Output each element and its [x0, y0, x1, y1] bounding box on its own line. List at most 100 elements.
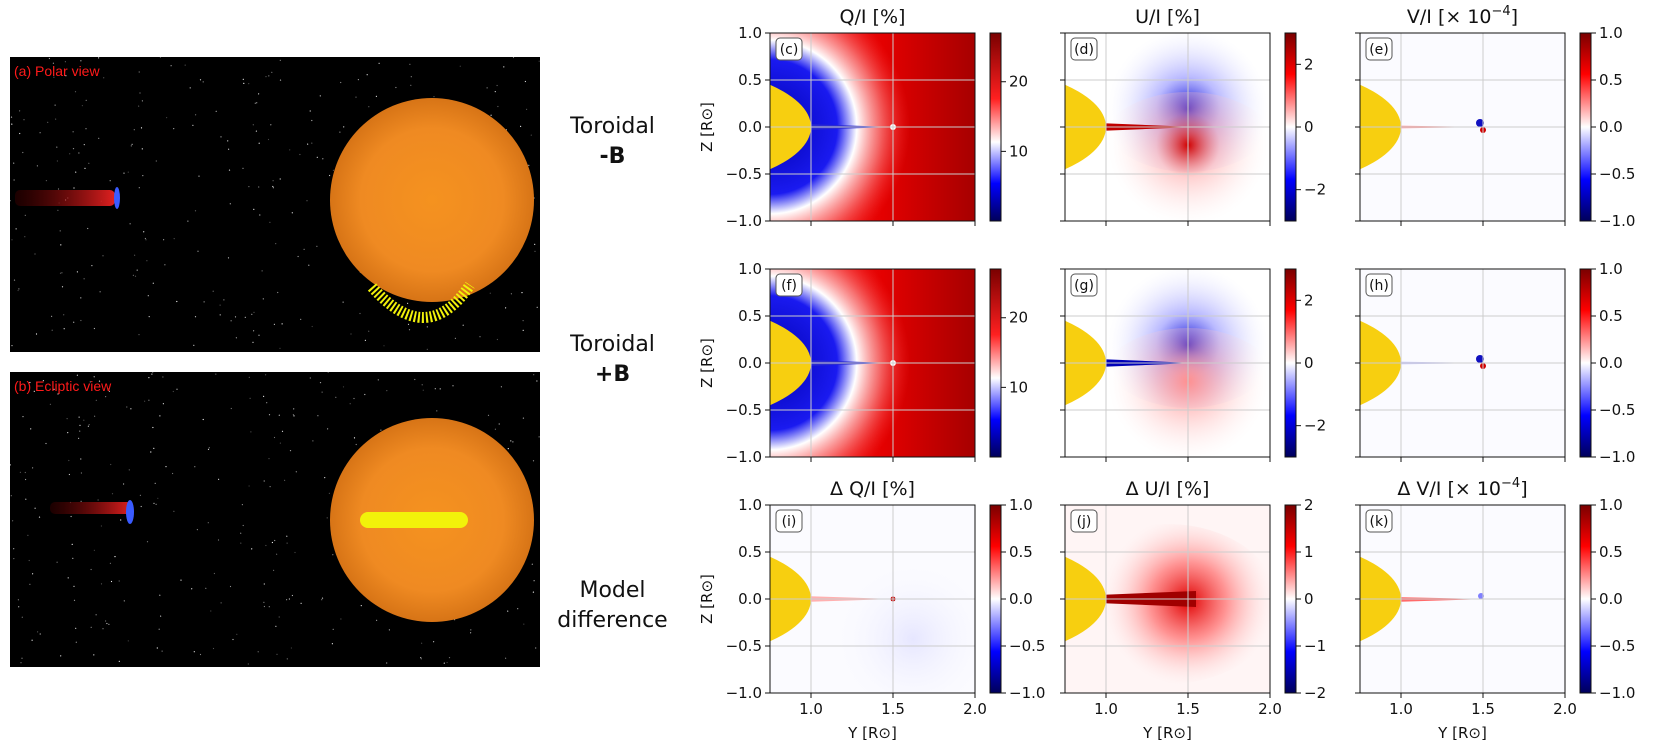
star: [72, 557, 74, 559]
star: [291, 594, 293, 597]
y-tick-label: −1.0: [726, 448, 762, 466]
star: [321, 599, 323, 601]
colorbar: −2 0 2: [1284, 32, 1326, 222]
star: [90, 568, 92, 571]
star: [241, 504, 243, 506]
star: [263, 480, 265, 482]
star: [517, 608, 519, 610]
star: [278, 414, 280, 416]
colorbar: −1.0 −0.5 0.0 0.5 1.0: [1579, 496, 1635, 702]
star: [526, 108, 528, 110]
star: [512, 57, 515, 59]
star: [275, 625, 277, 627]
star: [68, 459, 70, 462]
star: [176, 300, 178, 303]
star: [94, 415, 96, 417]
star: [446, 661, 448, 664]
star: [195, 114, 197, 116]
star: [530, 134, 532, 136]
ecliptic-view-caption: (b) Ecliptic view: [14, 378, 112, 394]
panel-letter-text: (j): [1077, 514, 1092, 530]
star: [512, 441, 514, 443]
x-tick-label: 1.0: [799, 700, 823, 718]
star: [29, 583, 31, 585]
star: [219, 314, 221, 316]
star: [503, 66, 505, 68]
star: [286, 599, 288, 601]
star: [359, 312, 361, 315]
star: [110, 580, 113, 583]
star: [378, 62, 380, 64]
star: [95, 399, 97, 401]
star: [243, 82, 245, 84]
star: [227, 140, 229, 142]
y-tick-label: −0.5: [726, 165, 762, 183]
y-tick-label: 0.5: [738, 543, 762, 561]
star: [328, 492, 330, 494]
star: [88, 162, 90, 164]
star: [332, 169, 334, 171]
star: [343, 126, 345, 128]
panel-g: (g) −2 0 2: [1060, 268, 1326, 462]
star: [266, 402, 268, 404]
star: [161, 650, 163, 652]
star: [78, 416, 80, 418]
y-axis-label: Z [R⊙]: [698, 338, 716, 388]
star: [326, 517, 328, 519]
star: [138, 71, 140, 73]
star: [535, 647, 537, 649]
panel-letter: (j): [1070, 509, 1098, 533]
x-tick-label: 1.0: [1389, 700, 1413, 718]
star: [48, 57, 51, 60]
star: [249, 397, 251, 399]
star: [118, 660, 120, 662]
star: [520, 125, 522, 127]
star: [215, 373, 217, 375]
spacecraft-shield: [114, 187, 120, 209]
star: [100, 583, 103, 585]
star: [152, 282, 154, 284]
polar-view-caption: (a) Polar view: [14, 63, 100, 79]
star: [524, 80, 527, 83]
star: [152, 426, 154, 429]
star: [533, 580, 535, 582]
ecliptic-view-image: (b) Ecliptic view: [10, 372, 540, 667]
colorbar-tick-label: 0.5: [1599, 307, 1623, 325]
star: [164, 264, 166, 266]
star: [199, 653, 202, 656]
star: [60, 655, 62, 657]
star: [84, 167, 86, 169]
star: [532, 460, 535, 462]
star: [65, 75, 67, 77]
y-tick-label: 0.5: [738, 307, 762, 325]
star: [364, 339, 366, 341]
star: [198, 175, 200, 177]
y-tick-label: 0.0: [738, 590, 762, 608]
star: [452, 385, 454, 387]
star: [128, 469, 130, 471]
star: [39, 633, 41, 635]
star: [350, 333, 352, 335]
star: [77, 388, 79, 390]
colorbar-tick-label: −2: [1304, 181, 1326, 199]
colorbar-gradient: [989, 268, 1002, 458]
colorbar-tick-label: 10: [1009, 378, 1028, 396]
star: [308, 264, 310, 266]
star: [139, 494, 141, 496]
star: [138, 105, 140, 107]
star: [229, 203, 231, 205]
star: [56, 561, 58, 563]
panel-letter: (i): [775, 509, 803, 533]
star: [123, 600, 125, 602]
star: [93, 654, 95, 656]
star: [57, 188, 60, 190]
star: [536, 306, 538, 308]
star: [251, 313, 253, 315]
star: [278, 616, 280, 618]
star: [11, 123, 13, 125]
y-axis-label: Z [R⊙]: [698, 102, 716, 152]
row-label-line: +B: [594, 362, 631, 387]
blob-blue: [1476, 119, 1484, 127]
star: [426, 348, 428, 350]
star: [255, 130, 257, 132]
